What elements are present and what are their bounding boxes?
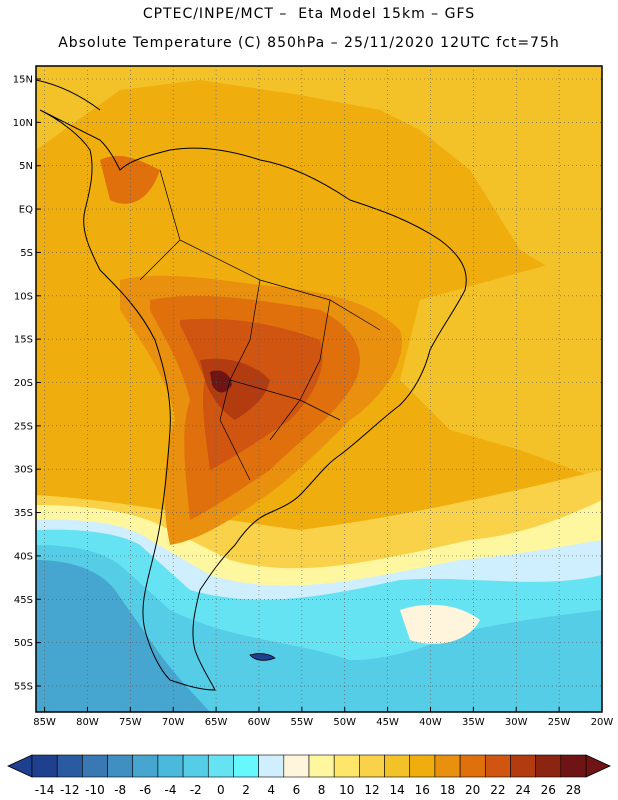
lat-tick-label: 20S [14, 378, 33, 389]
colorbar-swatch [434, 754, 461, 778]
colorbar-high-arrow [585, 754, 611, 778]
colorbar-swatch [384, 754, 411, 778]
colorbar-swatch [132, 754, 159, 778]
lat-tick-label: 15N [13, 75, 33, 86]
lat-tick-label: 10S [14, 291, 33, 302]
colorbar-label: 10 [339, 783, 354, 797]
colorbar-label: 8 [318, 783, 326, 797]
field-6c-patch [400, 604, 480, 644]
colorbar-swatch [409, 754, 436, 778]
colorbar-label: 24 [515, 783, 530, 797]
colorbar-label: 28 [566, 783, 581, 797]
colorbar-swatch [283, 754, 310, 778]
field-minus2c [36, 545, 602, 712]
field-14c-atlantic [400, 250, 602, 480]
central-america-coastline [36, 79, 101, 111]
colorbar-swatch [510, 754, 536, 778]
colorbar-label: -10 [85, 783, 105, 797]
lat-tick-label: 5N [19, 161, 33, 172]
colorbar-label: 20 [465, 783, 480, 797]
lat-tick-label: 15S [14, 335, 33, 346]
lon-tick-label: 45W [376, 717, 399, 728]
lat-tick-label: 45S [14, 595, 33, 606]
lat-tick-label: 25S [14, 421, 33, 432]
colorbar-labels: -14 -12 -10 -8 -6 -4 -2 0 2 4 6 8 10 12 14 16 18 20 22 24 26… [35, 783, 581, 797]
colorbar-swatch [233, 754, 259, 778]
field-20c-north [100, 155, 160, 204]
lon-tick-label: 70W [162, 717, 185, 728]
lat-tick-label: 30S [14, 465, 33, 476]
colorbar-swatch [56, 754, 83, 778]
colorbar-swatch [207, 754, 234, 778]
falklands-islands [249, 653, 276, 661]
lon-tick-label: 40W [419, 717, 442, 728]
colorbar-label: 22 [490, 783, 505, 797]
colorbar-label: -14 [35, 783, 55, 797]
colorbar-swatch [333, 754, 360, 778]
colorbar-swatch [459, 754, 486, 778]
field-14c-north [36, 66, 602, 300]
colorbar-swatch [82, 754, 108, 778]
lon-tick-label: 35W [462, 717, 485, 728]
colorbar-label: -6 [139, 783, 151, 797]
colorbar-label: 4 [267, 783, 275, 797]
lat-tick-label: 50S [14, 638, 33, 649]
colorbar-swatch [535, 754, 562, 778]
colorbar-swatch [560, 754, 587, 778]
colorbar-swatch [308, 754, 335, 778]
colorbar-label: 16 [415, 783, 430, 797]
colorbar-swatches [7, 754, 611, 778]
map-frame [35, 65, 603, 713]
field-28c [210, 370, 232, 393]
lon-tick-label: 55W [291, 717, 314, 728]
map-title-line-1: CPTEC/INPE/MCT – Eta Model 15km – GFS [142, 6, 476, 22]
lat-tick-label: 40S [14, 551, 33, 562]
colorbar-label: 0 [217, 783, 225, 797]
lon-tick-label: 80W [76, 717, 99, 728]
colorbar-swatch [107, 754, 134, 778]
colorbar-label: 6 [293, 783, 301, 797]
colorbar-label: 2 [242, 783, 250, 797]
latitude-axis: 15N 10N 5N EQ 5S 10S 15S 20S 25S 30S 35S 40S 45S 50S 5… [13, 75, 41, 692]
lon-tick-label: 75W [119, 717, 142, 728]
lat-tick-label: 35S [14, 508, 33, 519]
colorbar-label: -12 [60, 783, 80, 797]
temperature-field [36, 66, 602, 712]
lat-tick-label: 55S [14, 681, 33, 692]
colorbar-label: -8 [114, 783, 126, 797]
colorbar-swatch [359, 754, 385, 778]
country-borders [139, 169, 381, 481]
colorbar-swatch [182, 754, 209, 778]
longitude-axis: 85W 80W 75W 70W 65W 60W 55W 50W 45W 40W 35W 30W 25W 2… [33, 707, 613, 728]
lon-tick-label: 65W [205, 717, 228, 728]
colorbar-swatch [157, 754, 184, 778]
lon-tick-label: 60W [248, 717, 271, 728]
colorbar-label: -4 [165, 783, 177, 797]
colorbar-label: -2 [190, 783, 202, 797]
colorbar-label: 12 [364, 783, 379, 797]
colorbar-label: 14 [389, 783, 404, 797]
lat-tick-label: EQ [19, 205, 33, 216]
lon-tick-label: 50W [333, 717, 356, 728]
colorbar-low-arrow [7, 754, 33, 778]
map-title-line-2: Absolute Temperature (C) 850hPa – 25/11/… [58, 35, 560, 51]
lon-tick-label: 25W [548, 717, 571, 728]
lat-tick-label: 5S [20, 248, 33, 259]
lon-tick-label: 85W [33, 717, 56, 728]
colorbar-swatch [31, 754, 58, 778]
south-america-coastline [39, 109, 467, 691]
lat-tick-label: 10N [13, 118, 33, 129]
lon-tick-label: 20W [591, 717, 614, 728]
colorbar-swatch [484, 754, 511, 778]
colorbar-label: 26 [541, 783, 556, 797]
field-minus6c [36, 560, 210, 712]
colorbar-swatch [258, 754, 285, 778]
lon-tick-label: 30W [505, 717, 528, 728]
colorbar-label: 18 [440, 783, 455, 797]
